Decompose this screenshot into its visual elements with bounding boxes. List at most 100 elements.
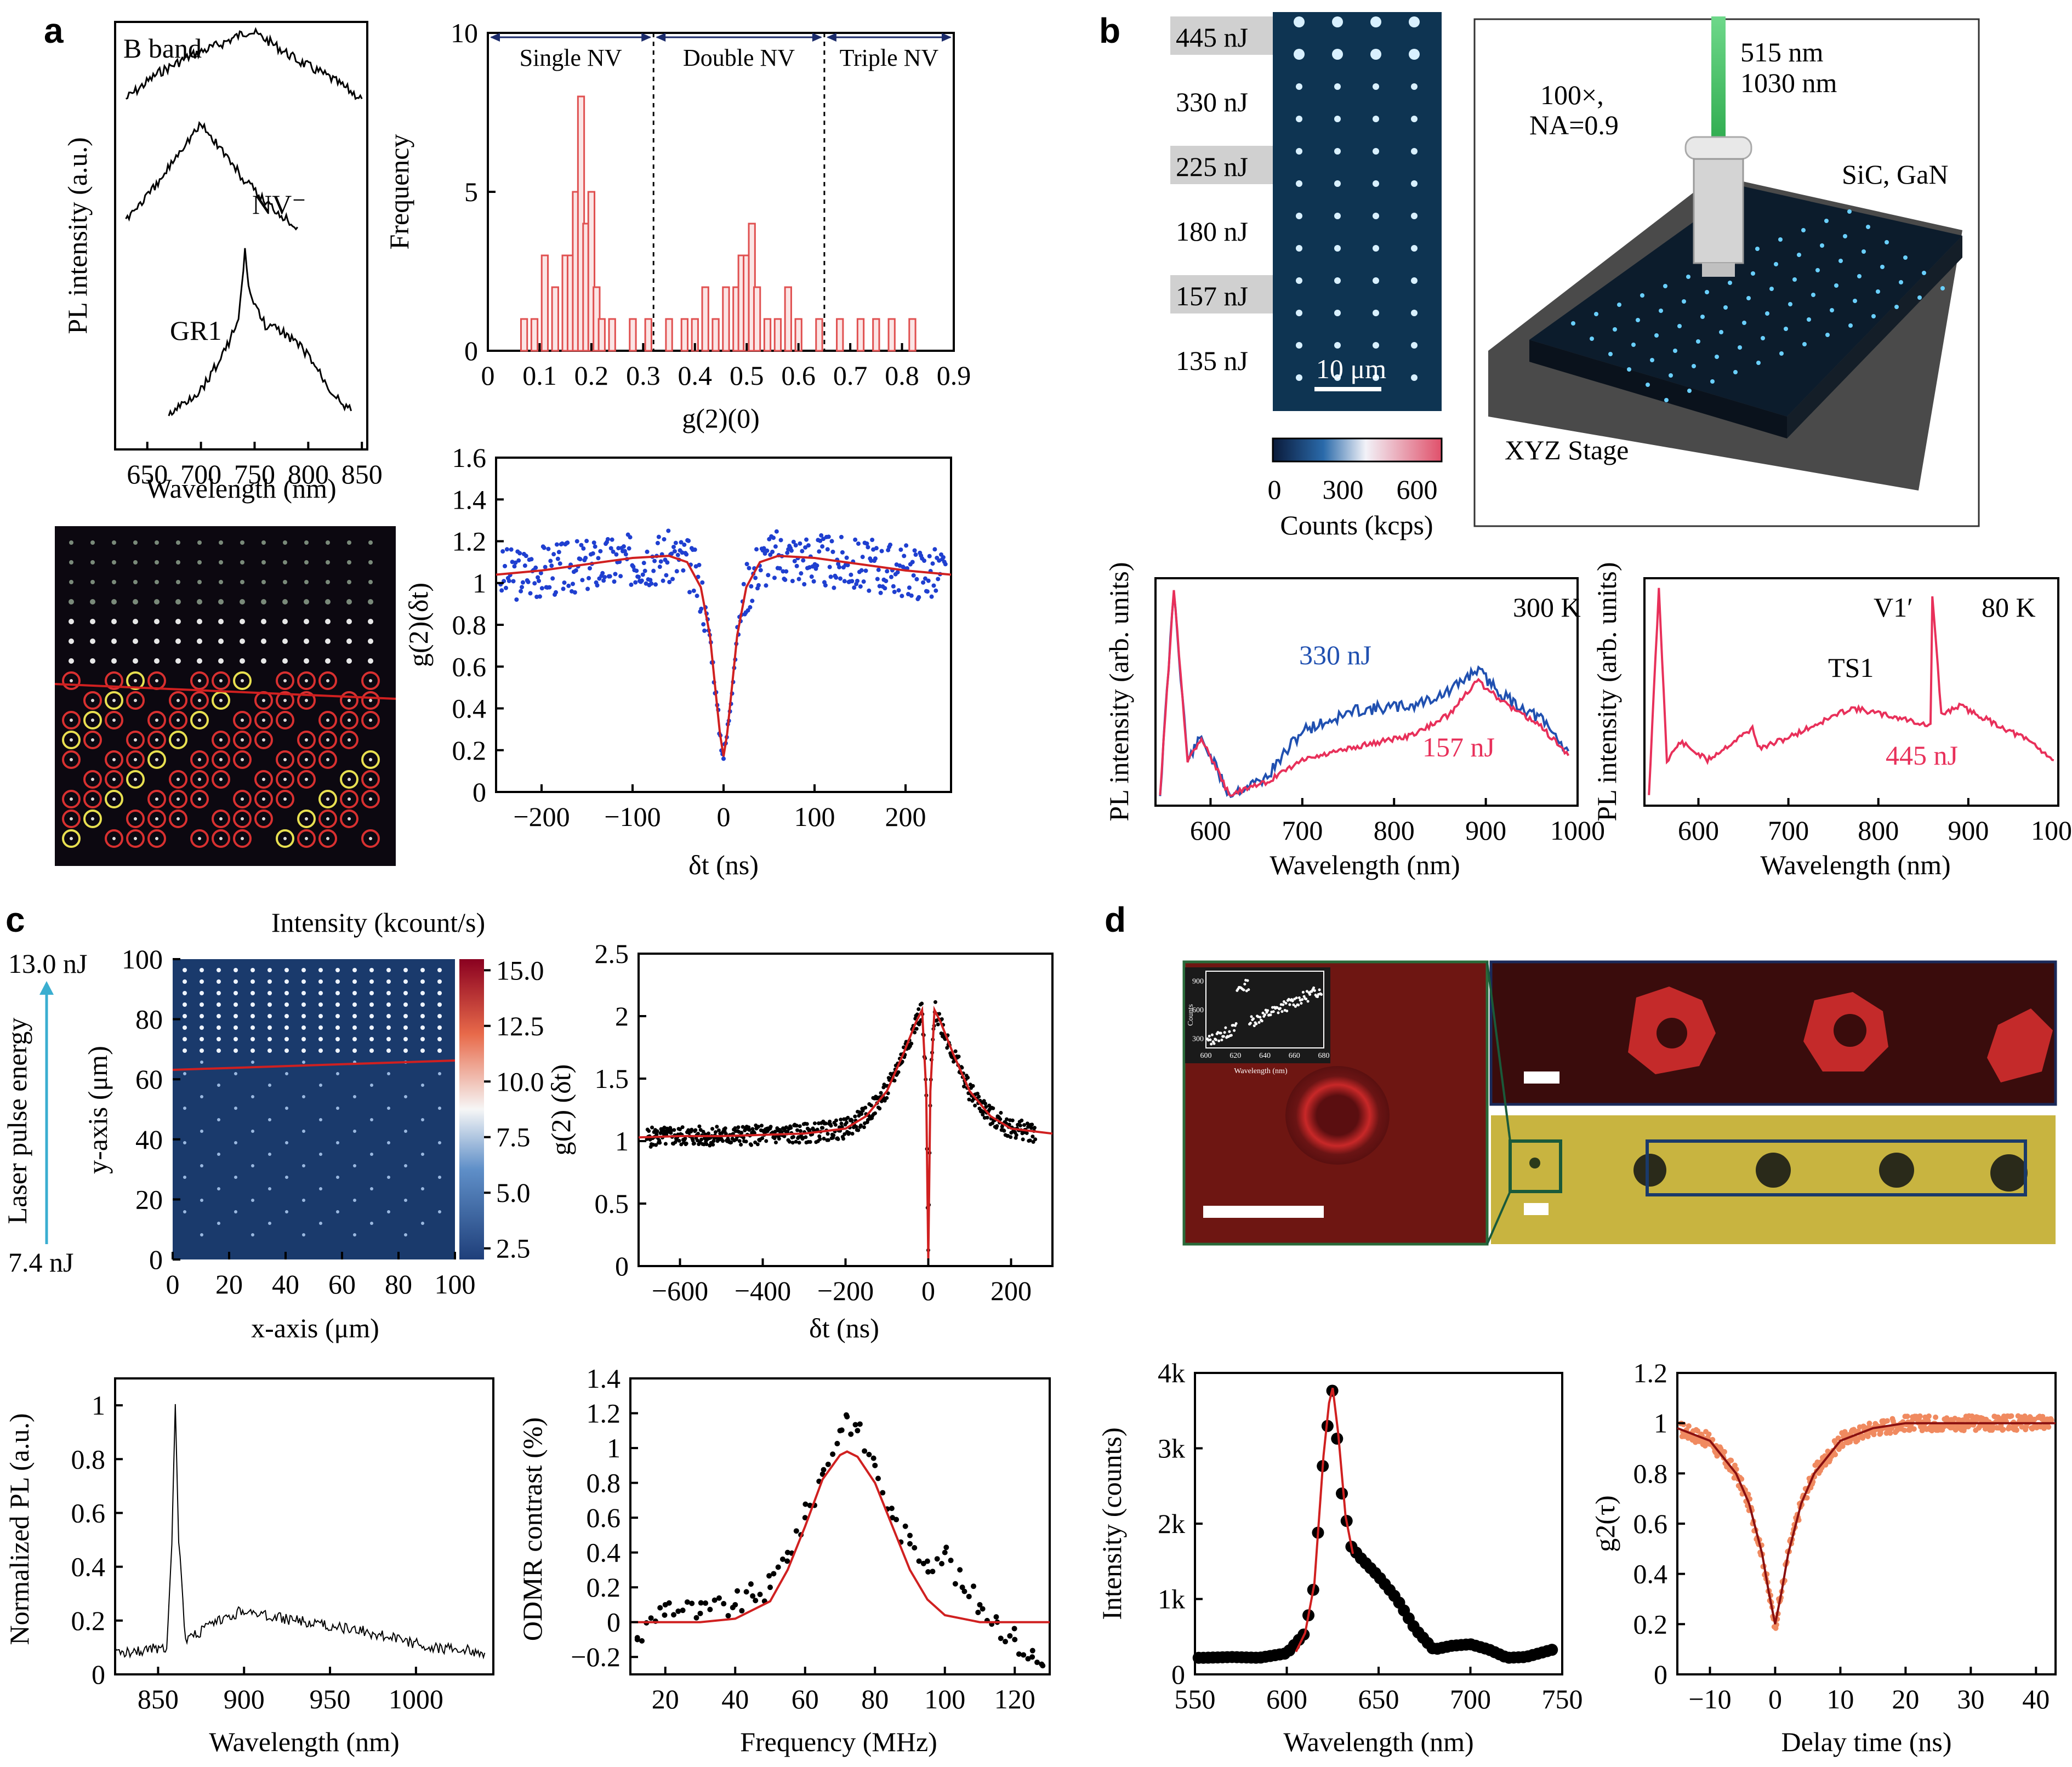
a-dot-91 — [90, 658, 95, 664]
a-dot-292 — [155, 837, 158, 840]
b-sample-dot-49 — [1857, 274, 1862, 278]
a-dot-256 — [283, 797, 287, 801]
d-inset-point-30 — [1234, 1022, 1238, 1025]
a3-point-15 — [514, 597, 519, 602]
b-array-dot-31 — [1411, 245, 1418, 252]
c4-ytick-label-3: 0.4 — [587, 1537, 621, 1568]
a3-ytick-label-1: 0.2 — [452, 735, 487, 766]
c1-dot-153 — [387, 1107, 390, 1110]
c1-dot-59 — [369, 1002, 374, 1007]
c1-dot-55 — [301, 1002, 306, 1007]
a3-point-123 — [629, 582, 634, 587]
panel-label-b: b — [1099, 11, 1120, 50]
b2-xtick-label-0: 600 — [1678, 815, 1719, 846]
c1-xtick-label-5: 100 — [435, 1269, 476, 1299]
c2-point-335 — [862, 1125, 866, 1130]
c1-dot-80 — [183, 1025, 187, 1030]
d-inset-point-111 — [1312, 986, 1316, 989]
c4-extra-point-3 — [648, 1615, 654, 1621]
a3-point-156 — [664, 573, 669, 578]
a2-xtick-label-1: 0.1 — [522, 360, 557, 391]
c4-point-16 — [942, 1549, 948, 1555]
a3-point-336 — [855, 578, 860, 583]
c2-point-106 — [713, 1130, 718, 1135]
c1-dot-49 — [200, 1002, 204, 1007]
b2-series-0 — [1648, 588, 2054, 795]
c4-extra-point-68 — [943, 1544, 949, 1551]
a-circle-119 — [276, 671, 294, 690]
c1-ytick-label-0: 0 — [149, 1244, 163, 1275]
a2-xtick-label-5: 0.5 — [730, 360, 764, 391]
a-circle-165 — [276, 711, 294, 729]
a-circle-257 — [318, 790, 337, 808]
b-array-dot-42 — [1373, 342, 1379, 349]
c2-point-312 — [847, 1131, 851, 1135]
c2-point-586 — [1024, 1131, 1029, 1135]
a2-bar-28 — [784, 286, 792, 352]
a3-point-320 — [838, 576, 843, 581]
a-dot-88 — [346, 639, 352, 644]
d1-ytick-label-1: 1k — [1158, 1584, 1185, 1615]
a-dot-45 — [69, 599, 74, 605]
d-inset-point-69 — [1272, 1010, 1275, 1013]
c2-point-199 — [773, 1141, 778, 1145]
c4-extra-point-18 — [716, 1595, 722, 1601]
a3-point-158 — [666, 528, 671, 533]
a3-point-233 — [745, 608, 750, 613]
a3-point-28 — [528, 591, 533, 596]
b-sample-dot-67 — [1710, 379, 1715, 384]
b-sample-top — [1529, 186, 1962, 417]
c1-dot-12 — [386, 968, 391, 972]
a-dot-278 — [262, 817, 265, 820]
c2-point-267 — [818, 1137, 822, 1142]
a3-point-82 — [585, 586, 590, 591]
a-dot-71 — [304, 619, 309, 624]
b-scalebar-label: 10 μm — [1316, 354, 1386, 384]
d2-ytick-label-4: 0.8 — [1633, 1458, 1668, 1489]
c1-dot-34 — [217, 991, 221, 995]
a3-point-47 — [548, 558, 553, 563]
a3-point-6 — [504, 547, 509, 552]
a-circle-295 — [212, 829, 230, 848]
d-inset-point-12 — [1217, 1039, 1221, 1042]
b-energy-label-2: 225 nJ — [1176, 151, 1248, 182]
c4-xtick-label-0: 20 — [652, 1684, 679, 1714]
a-dot-144 — [305, 699, 308, 702]
c1-colorbar-title: Intensity (kcount/s) — [271, 907, 485, 938]
c2-point-545 — [998, 1117, 1003, 1121]
c1-dot-136 — [336, 1072, 339, 1075]
a3-point-257 — [771, 535, 776, 540]
a-dot-302 — [305, 837, 308, 840]
c4-extra-point-88 — [1034, 1660, 1040, 1666]
c1-dot-158 — [370, 1118, 373, 1121]
a3-point-290 — [806, 543, 811, 548]
c1-dot-24 — [318, 979, 323, 984]
a3-point-321 — [839, 534, 844, 539]
b-laser-515: 515 nm — [1740, 37, 1824, 67]
d1-point-74 — [1546, 1644, 1558, 1656]
c1-dot-203 — [217, 1222, 220, 1225]
d-inset-xtick-1: 620 — [1229, 1052, 1241, 1060]
d2-point-252 — [1865, 1433, 1871, 1439]
a-dot-272 — [177, 817, 180, 820]
c2-point-451 — [937, 1012, 942, 1016]
c2-point-337 — [863, 1105, 868, 1110]
a-dot-170 — [348, 719, 351, 722]
c1-dot-43 — [369, 991, 374, 995]
a3-point-113 — [618, 574, 623, 579]
a-dot-148 — [369, 699, 372, 702]
c1-dot-102 — [284, 1037, 289, 1041]
c2-point-323 — [854, 1125, 858, 1129]
c2-point-546 — [999, 1110, 1003, 1115]
b-sample-dot-37 — [1862, 249, 1866, 254]
a-dot-208 — [241, 758, 244, 761]
a3-point-121 — [627, 546, 631, 551]
a-circle-135 — [190, 691, 209, 710]
a-dot-114 — [198, 679, 201, 682]
d2-ytick-label-6: 1.2 — [1633, 1358, 1668, 1388]
a3-point-128 — [634, 568, 639, 573]
d2-point-208 — [1832, 1451, 1838, 1457]
a-dot-160 — [198, 719, 201, 722]
c1-dot-174 — [370, 1153, 373, 1156]
